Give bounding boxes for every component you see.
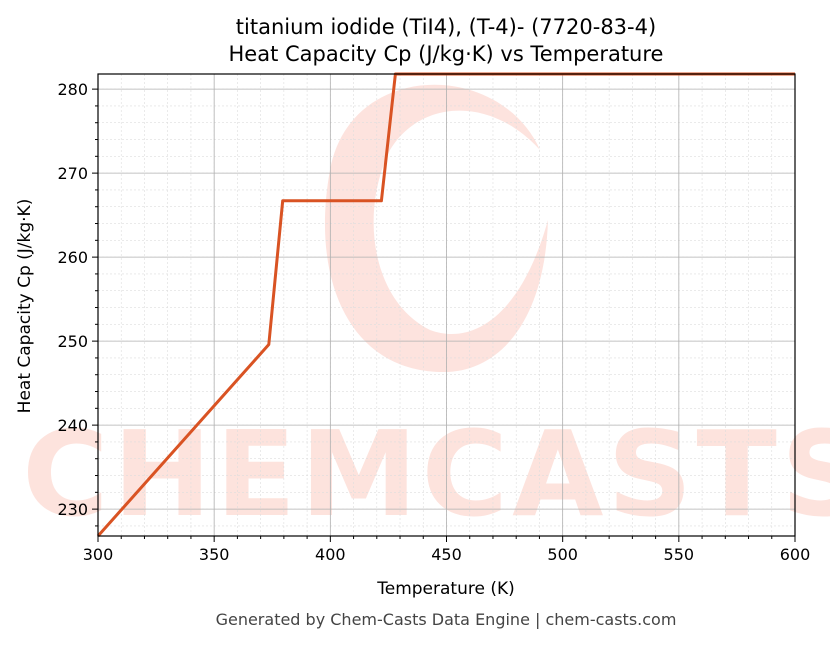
chart-subtitle: Heat Capacity Cp (J/kg·K) vs Temperature [229,42,664,66]
y-axis-label: Heat Capacity Cp (J/kg·K) [15,199,35,414]
x-tick-label: 350 [199,545,230,564]
x-tick-label: 450 [431,545,462,564]
footer-credit: Generated by Chem-Casts Data Engine | ch… [216,610,677,629]
x-tick-label: 500 [547,545,578,564]
x-tick-label: 600 [780,545,811,564]
x-tick-label: 300 [83,545,114,564]
y-tick-label: 270 [57,164,88,183]
chart-title: titanium iodide (TiI4), (T-4)- (7720-83-… [236,15,656,39]
y-tick-label: 260 [57,248,88,267]
y-tick-label: 250 [57,332,88,351]
x-axis-ticks: 300 350 400 450 500 550 600 [83,536,811,564]
x-tick-label: 550 [664,545,695,564]
grid [97,74,796,536]
watermark-text: CHEMCASTS [22,405,830,543]
y-axis-ticks: 230 240 250 260 270 280 [57,80,98,527]
y-tick-label: 280 [57,80,88,99]
watermark-logo: CHEMCASTS [22,84,830,543]
x-tick-label: 400 [315,545,346,564]
y-tick-label: 240 [57,416,88,435]
x-axis-label: Temperature (K) [376,579,515,599]
y-tick-label: 230 [57,500,88,519]
